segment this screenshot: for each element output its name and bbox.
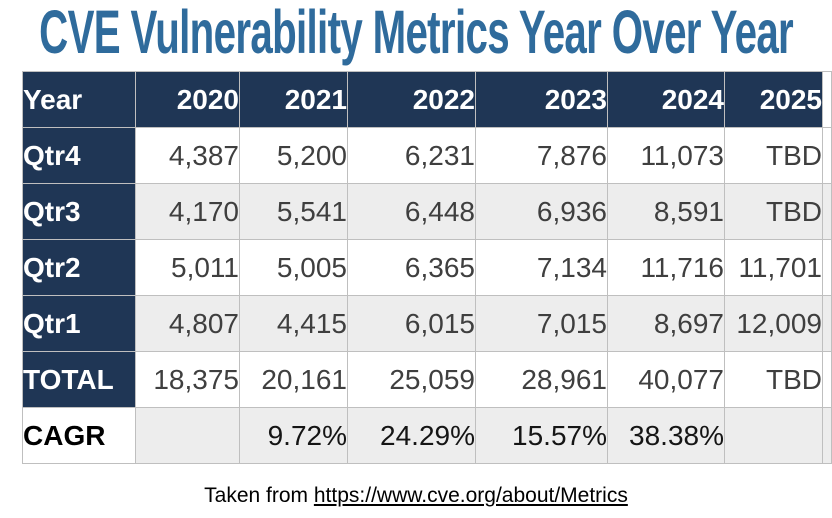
value-cell: 6,231 xyxy=(347,127,476,184)
value-cell: 6,365 xyxy=(347,239,476,296)
value-cell: 20,161 xyxy=(239,351,348,408)
table-row-qtr1: Qtr1 4,807 4,415 6,015 7,015 8,697 12,00… xyxy=(22,295,832,352)
value-cell: TBD xyxy=(724,351,823,408)
source-note-prefix: Taken from xyxy=(204,484,314,507)
value-cell: 25,059 xyxy=(347,351,476,408)
table-row-total: TOTAL 18,375 20,161 25,059 28,961 40,077… xyxy=(22,351,832,408)
cutoff-column-cell xyxy=(822,127,832,184)
value-cell: TBD xyxy=(724,183,823,240)
value-cell: 8,591 xyxy=(607,183,725,240)
value-cell: 4,170 xyxy=(135,183,240,240)
table-row-qtr3: Qtr3 4,170 5,541 6,448 6,936 8,591 TBD xyxy=(22,183,832,240)
table-row-qtr2: Qtr2 5,011 5,005 6,365 7,134 11,716 11,7… xyxy=(22,239,832,296)
cagr-2024-highlight-value: 38.38% xyxy=(607,407,725,464)
page-title: CVE Vulnerability Metrics Year Over Year xyxy=(0,0,832,66)
row-label-total: TOTAL xyxy=(22,351,136,408)
value-cell xyxy=(135,407,240,464)
value-cell xyxy=(724,407,823,464)
column-header-2025: 2025 xyxy=(724,71,823,128)
value-cell: TBD xyxy=(724,127,823,184)
value-cell: 8,697 xyxy=(607,295,725,352)
cutoff-column-cell xyxy=(822,239,832,296)
value-cell: 9.72% xyxy=(239,407,348,464)
source-note: Taken from https://www.cve.org/about/Met… xyxy=(0,484,832,508)
row-label-qtr1: Qtr1 xyxy=(22,295,136,352)
column-header-year: Year xyxy=(22,71,136,128)
value-cell: 12,009 xyxy=(724,295,823,352)
column-header-2021: 2021 xyxy=(239,71,348,128)
row-label-cagr: CAGR xyxy=(22,407,136,464)
page-title-text: CVE Vulnerability Metrics Year Over Year xyxy=(39,0,794,66)
cutoff-column-cell xyxy=(822,295,832,352)
value-cell: 6,015 xyxy=(347,295,476,352)
source-link[interactable]: https://www.cve.org/about/Metrics xyxy=(313,484,628,507)
value-cell: 7,015 xyxy=(475,295,608,352)
cve-metrics-table: Year 2020 2021 2022 2023 2024 2025 Qtr4 … xyxy=(22,71,832,464)
total-2024-highlight-value: 40,077 xyxy=(607,351,725,408)
value-cell: 18,375 xyxy=(135,351,240,408)
value-cell: 15.57% xyxy=(475,407,608,464)
cutoff-column-cell xyxy=(822,407,832,464)
value-cell: 11,716 xyxy=(607,239,725,296)
column-header-2020: 2020 xyxy=(135,71,240,128)
value-cell: 4,415 xyxy=(239,295,348,352)
value-cell: 5,200 xyxy=(239,127,348,184)
row-label-qtr2: Qtr2 xyxy=(22,239,136,296)
column-header-2022: 2022 xyxy=(347,71,476,128)
value-cell: 11,073 xyxy=(607,127,725,184)
value-cell: 28,961 xyxy=(475,351,608,408)
value-cell: 24.29% xyxy=(347,407,476,464)
cutoff-column-cell xyxy=(822,351,832,408)
column-header-2024: 2024 xyxy=(607,71,725,128)
table-row-cagr: CAGR 9.72% 24.29% 15.57% 38.38% xyxy=(22,407,832,464)
row-label-qtr4: Qtr4 xyxy=(22,127,136,184)
value-cell: 6,936 xyxy=(475,183,608,240)
value-cell: 5,011 xyxy=(135,239,240,296)
value-cell: 5,541 xyxy=(239,183,348,240)
value-cell: 7,134 xyxy=(475,239,608,296)
value-cell: 4,387 xyxy=(135,127,240,184)
table-row-qtr4: Qtr4 4,387 5,200 6,231 7,876 11,073 TBD xyxy=(22,127,832,184)
value-cell: 6,448 xyxy=(347,183,476,240)
cutoff-column-cell xyxy=(822,183,832,240)
value-cell: 4,807 xyxy=(135,295,240,352)
row-label-qtr3: Qtr3 xyxy=(22,183,136,240)
value-cell: 7,876 xyxy=(475,127,608,184)
value-cell: 11,701 xyxy=(724,239,823,296)
cutoff-column-header xyxy=(822,71,832,128)
column-header-2023: 2023 xyxy=(475,71,608,128)
value-cell: 5,005 xyxy=(239,239,348,296)
table-header-row: Year 2020 2021 2022 2023 2024 2025 xyxy=(22,71,832,128)
